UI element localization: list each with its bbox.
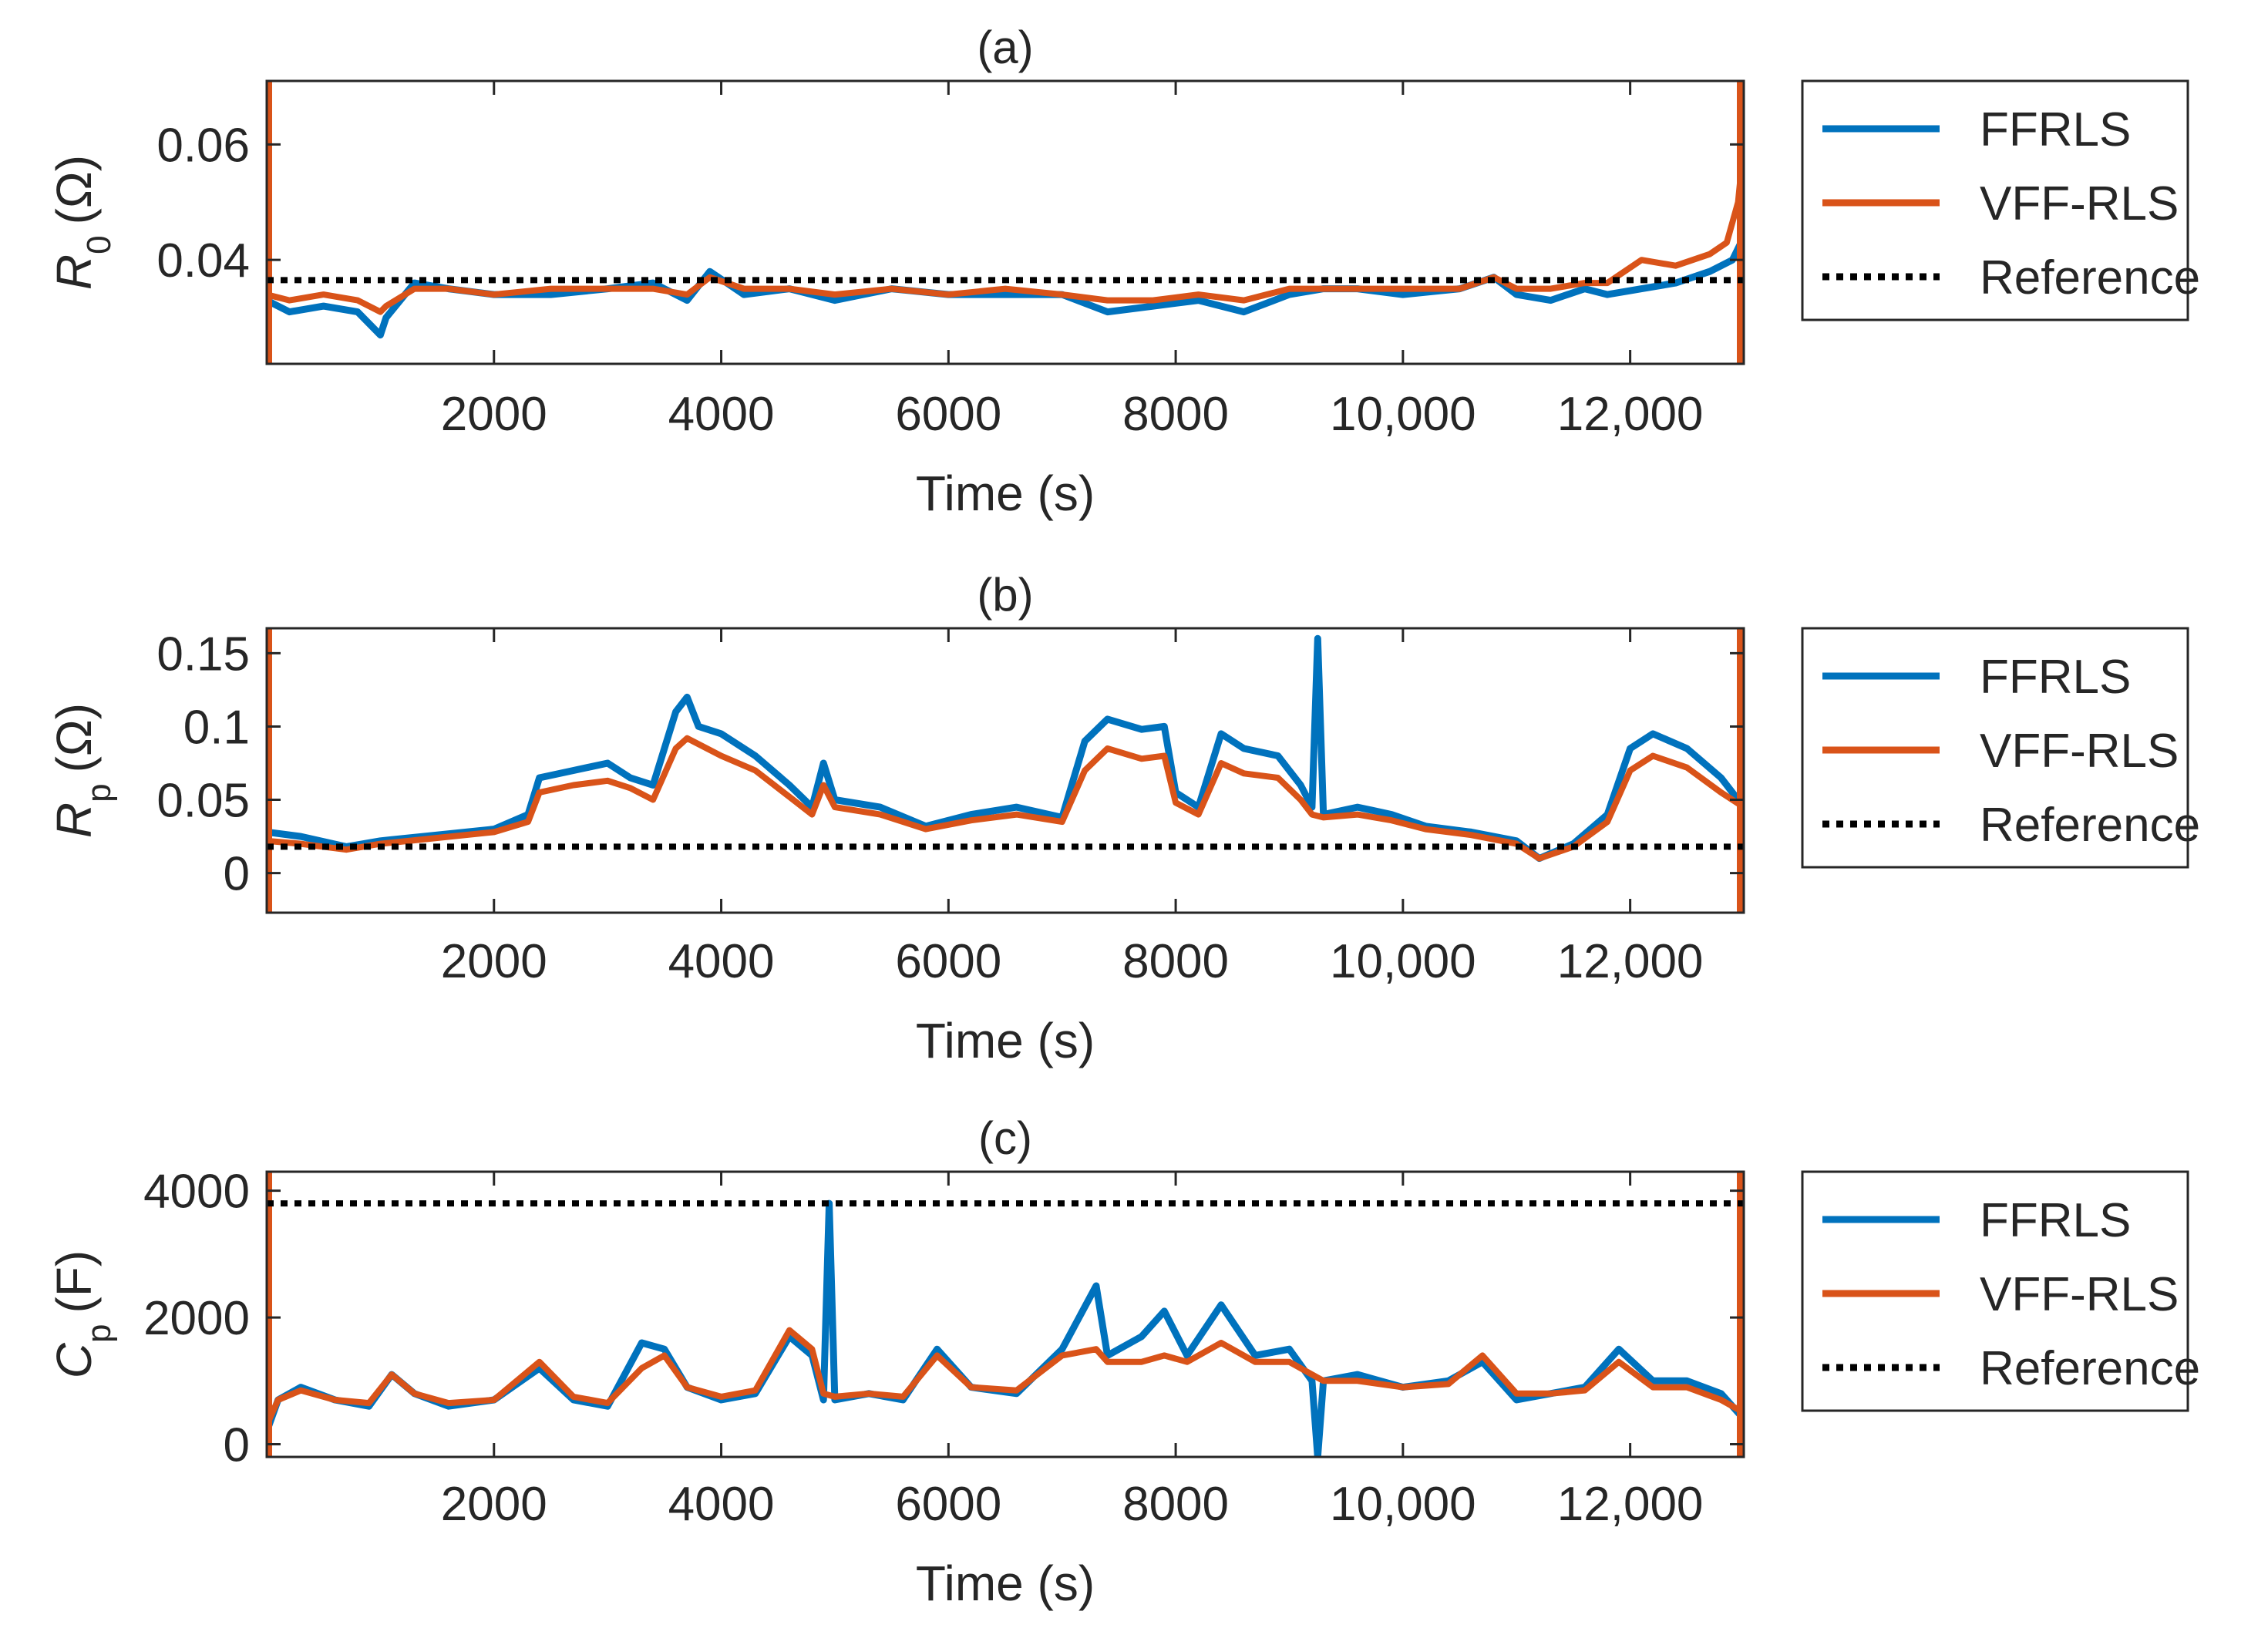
- x-tick-label: 10,000: [1330, 935, 1476, 988]
- legend-label-vff-rls: VFF-RLS: [1980, 725, 2179, 778]
- legend-label-reference: Reference: [1980, 799, 2200, 852]
- axes-box: [265, 1170, 1745, 1458]
- plot-area: [267, 81, 1744, 364]
- x-tick-label: 4000: [668, 935, 775, 988]
- x-axis-label: Time (s): [916, 1013, 1095, 1068]
- panel-b: 2000 4000 6000 8000 10,000 12,000 0 0.05 0.1 0.15…: [46, 569, 2200, 1068]
- legend-label-vff-rls: VFF-RLS: [1980, 1268, 2179, 1321]
- panel-title: (a): [977, 22, 1033, 73]
- y-tick-label: 4000: [143, 1166, 250, 1219]
- x-axis-label: Time (s): [916, 1556, 1095, 1611]
- y-axis-symbol: R: [46, 254, 102, 290]
- x-tick-label: 10,000: [1330, 1478, 1476, 1531]
- y-axis-unit: (F): [46, 1250, 102, 1314]
- plot-lines: [267, 1172, 1744, 1457]
- legend: FFRLS VFF-RLS Reference: [1801, 627, 2200, 869]
- legend-label-reference: Reference: [1980, 1342, 2200, 1395]
- plot-area: [267, 628, 1744, 913]
- x-tick-label: 6000: [895, 388, 1001, 441]
- x-tick-label: 8000: [1122, 1478, 1229, 1531]
- panel-a: 2000 4000 6000 8000 10,000 12,000 0.04 0.06 (a) T…: [46, 22, 2200, 521]
- y-tick-label: 0.1: [183, 701, 250, 754]
- y-tick-label: 0: [224, 1419, 250, 1472]
- x-tick-label: 8000: [1122, 935, 1229, 988]
- panel-c: 2000 4000 6000 8000 10,000 12,000 0 2000 4000 (c)…: [46, 1112, 2200, 1611]
- panel-title: (c): [978, 1112, 1032, 1164]
- series-line-vff-rls: [267, 1327, 1744, 1427]
- x-tick-label: 12,000: [1557, 388, 1704, 441]
- y-axis-symbol: R: [46, 802, 102, 838]
- x-axis-label: Time (s): [916, 466, 1095, 521]
- x-tick-label: 4000: [668, 388, 775, 441]
- legend-label-vff-rls: VFF-RLS: [1980, 177, 2179, 230]
- y-tick-label: 0: [224, 848, 250, 901]
- x-tick-label: 12,000: [1557, 935, 1704, 988]
- x-tick-label: 2000: [441, 1478, 547, 1531]
- series-line-vff-rls: [267, 144, 1744, 315]
- y-axis-symbol: C: [46, 1342, 102, 1378]
- y-axis-subscript: 0: [80, 235, 118, 254]
- axes-box: [265, 627, 1745, 914]
- axes-box: [265, 79, 1745, 365]
- plot-lines: [267, 81, 1744, 364]
- panel-title: (b): [977, 569, 1033, 621]
- legend-label-ffrls: FFRLS: [1980, 651, 2131, 704]
- y-axis-unit: (Ω): [46, 155, 102, 224]
- x-tick-label: 4000: [668, 1478, 775, 1531]
- series-line-vff-rls: [267, 735, 1744, 862]
- legend-label-ffrls: FFRLS: [1980, 103, 2131, 156]
- y-axis-subscript: p: [80, 1324, 118, 1343]
- plot-area: [267, 1172, 1744, 1457]
- y-axis-unit: (Ω): [46, 703, 102, 772]
- y-tick-label: 0.15: [156, 627, 250, 681]
- y-axis-subscript: p: [80, 783, 118, 802]
- y-axis-label: Cp (F): [46, 1250, 118, 1378]
- x-tick-label: 2000: [441, 388, 547, 441]
- y-tick-label: 0.05: [156, 775, 250, 828]
- y-tick-label: 0.04: [156, 234, 250, 288]
- x-tick-label: 12,000: [1557, 1478, 1704, 1531]
- legend: FFRLS VFF-RLS Reference: [1801, 79, 2200, 321]
- plot-lines: [267, 628, 1744, 913]
- x-tick-label: 2000: [441, 935, 547, 988]
- y-axis-label: Rp (Ω): [46, 703, 118, 838]
- y-tick-label: 2000: [143, 1292, 250, 1345]
- legend: FFRLS VFF-RLS Reference: [1801, 1170, 2200, 1412]
- y-axis-label: R0 (Ω): [46, 155, 118, 290]
- x-tick-label: 6000: [895, 1478, 1001, 1531]
- x-tick-label: 8000: [1122, 388, 1229, 441]
- x-tick-label: 10,000: [1330, 388, 1476, 441]
- legend-label-ffrls: FFRLS: [1980, 1194, 2131, 1247]
- y-tick-label: 0.06: [156, 119, 250, 172]
- x-tick-label: 6000: [895, 935, 1001, 988]
- legend-label-reference: Reference: [1980, 251, 2200, 304]
